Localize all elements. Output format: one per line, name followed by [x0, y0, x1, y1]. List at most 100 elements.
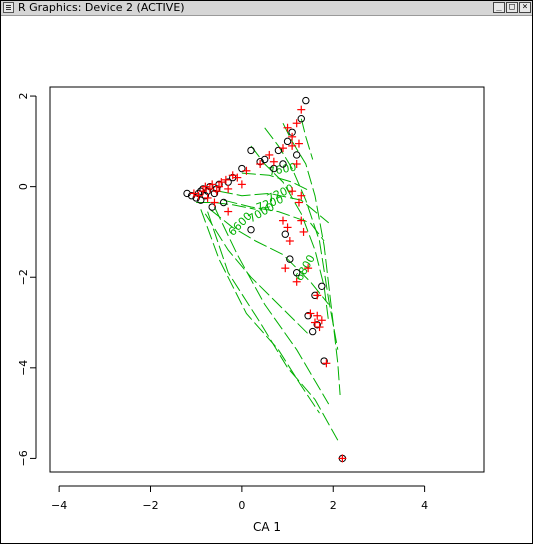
circle-point	[283, 137, 292, 146]
plus-point	[281, 264, 290, 273]
plus-point	[322, 359, 331, 368]
circle-point	[210, 189, 219, 198]
plus-point	[313, 291, 322, 300]
close-button[interactable]: ×	[519, 2, 531, 13]
plus-point	[297, 216, 306, 225]
plus-point	[189, 189, 198, 198]
plus-point	[288, 141, 297, 150]
plus-point	[208, 180, 217, 189]
x-tick-label: −2	[142, 499, 158, 512]
circle-point	[281, 230, 289, 238]
plus-point	[294, 139, 303, 148]
circle-point	[279, 160, 287, 168]
plus-point	[215, 182, 224, 191]
plus-point	[233, 173, 242, 182]
plot-area: 7200 7200 7600 7000 6800 6600 −4 −2 0 2 4 2 0 −2 −4 −6…	[1, 16, 532, 543]
axes: −4 −2 0 2 4 2 0 −2 −4 −6	[17, 93, 428, 512]
plus-point	[217, 178, 226, 187]
x-tick-label: 0	[238, 499, 245, 512]
plus-point	[338, 454, 347, 463]
plus-point	[294, 198, 303, 207]
circle-point	[318, 282, 326, 290]
plus-point	[221, 175, 230, 184]
contour-line	[300, 118, 314, 160]
plus-point	[201, 182, 210, 191]
plus-point	[237, 180, 246, 189]
plus-point	[199, 187, 208, 196]
plus-point	[210, 198, 219, 207]
plus-point	[283, 123, 292, 132]
window-title: R Graphics: Device 2 (ACTIVE)	[18, 1, 185, 14]
plus-point	[212, 187, 221, 196]
plus-point	[317, 316, 326, 325]
plus-point	[285, 237, 294, 245]
y-axis: 2 0 −2 −4 −6	[17, 93, 37, 467]
circle-point	[192, 194, 200, 202]
contour-line	[282, 122, 341, 396]
y-tick-label: 0	[17, 183, 30, 190]
x-tick-label: −4	[51, 499, 67, 512]
plus-point	[292, 277, 301, 286]
circle-point	[292, 151, 301, 159]
circle-point	[313, 321, 321, 329]
plus-point	[278, 216, 287, 225]
plus-point	[313, 311, 322, 320]
plus-point	[194, 191, 203, 200]
x-tick-label: 4	[421, 499, 428, 512]
x-axis-label: CA 1	[253, 520, 281, 534]
plus-point	[304, 264, 313, 273]
contour-line	[218, 190, 330, 224]
plus-point	[224, 207, 233, 216]
circle-point	[302, 96, 310, 105]
circle-point	[238, 164, 246, 173]
x-tick-label: 2	[330, 499, 337, 512]
circle-point	[304, 312, 312, 320]
contour-line	[250, 145, 330, 323]
plus-point	[205, 184, 214, 193]
plus-point	[242, 166, 251, 175]
circle-point	[219, 198, 228, 207]
contour-line	[196, 202, 256, 210]
plus-point	[310, 318, 319, 327]
circle-point	[286, 255, 294, 263]
maximize-button[interactable]: □	[506, 2, 518, 13]
circle-point	[247, 146, 255, 155]
plus-point	[224, 184, 233, 193]
plus-point	[297, 191, 306, 200]
contour-line	[204, 213, 311, 337]
contour-line	[214, 206, 330, 405]
circle-point	[208, 203, 216, 211]
circle-point	[197, 196, 205, 204]
plus-point	[288, 132, 297, 141]
y-tick-label: −6	[17, 450, 30, 466]
window-menu-icon[interactable]	[3, 2, 14, 13]
plus-point	[297, 105, 306, 114]
contour-line	[264, 127, 339, 350]
x-axis: −4 −2 0 2 4	[51, 485, 428, 512]
plus-point	[203, 193, 212, 202]
contour-label: 7600	[268, 161, 298, 179]
minimize-button[interactable]: _	[493, 2, 505, 13]
plus-point	[315, 323, 324, 332]
plus-point	[283, 223, 292, 232]
plus-point	[269, 157, 278, 166]
plus-point	[299, 227, 308, 236]
circle-point	[292, 269, 301, 277]
circle-point	[308, 327, 317, 336]
contour-line	[207, 211, 339, 441]
circle-point	[274, 146, 283, 155]
contour-line	[200, 209, 320, 414]
plus-point	[292, 119, 301, 128]
title-bar[interactable]: R Graphics: Device 2 (ACTIVE) _ □ ×	[1, 1, 532, 16]
data-points	[183, 96, 347, 463]
contour-line	[241, 172, 311, 192]
plus-point	[228, 171, 237, 180]
y-tick-label: 2	[17, 93, 30, 100]
plot-frame	[49, 86, 485, 473]
plus-point	[278, 144, 287, 153]
circle-point	[247, 225, 255, 234]
y-tick-label: −2	[17, 269, 30, 285]
